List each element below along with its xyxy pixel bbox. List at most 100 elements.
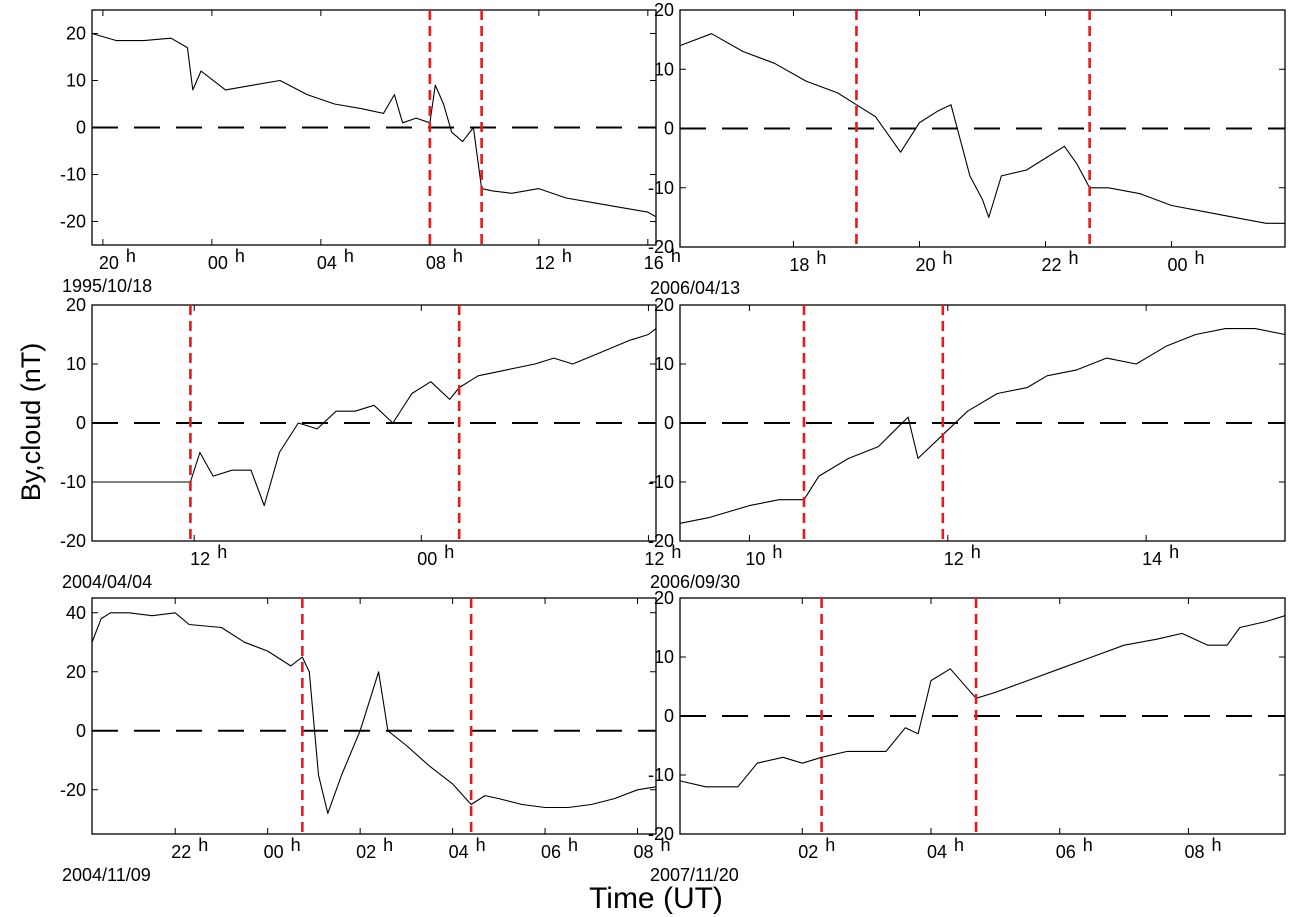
panel-2: -20 -10 0 10 20 18 h 20 h 22 h 00 h 2006/04/13 [648, 0, 1286, 298]
x-tick-unit: h [971, 542, 981, 562]
y-tick-label: 20 [66, 295, 86, 315]
x-tick-label: 22 [1042, 255, 1062, 275]
y-tick-label: 0 [76, 721, 86, 741]
x-tick-unit: h [562, 246, 572, 266]
y-tick-label: 20 [654, 295, 674, 315]
x-tick-unit: h [1195, 248, 1205, 268]
x-tick-label: 06 [541, 842, 561, 862]
y-tick-label: 10 [654, 647, 674, 667]
x-tick-label: 00 [417, 549, 437, 569]
y-tick-label: -10 [60, 165, 86, 185]
series-line [91, 612, 657, 814]
x-tick-unit: h [344, 246, 354, 266]
y-tick-label: 20 [66, 662, 86, 682]
x-tick-label: 04 [927, 842, 947, 862]
y-axis-title: By,cloud (nT) [16, 343, 46, 502]
x-tick-unit: h [772, 542, 782, 562]
x-tick-label: 10 [745, 549, 765, 569]
x-tick-label: 04 [449, 842, 469, 862]
panel-date-label: 2004/04/04 [62, 572, 152, 592]
panel-3: -20 -10 0 10 20 12 h 00 h 12 h 2004/04/04 [60, 295, 681, 592]
y-tick-label: -20 [648, 824, 674, 844]
x-tick-label: 16 [644, 253, 664, 273]
x-tick-label: 00 [264, 842, 284, 862]
y-tick-label: -20 [60, 212, 86, 232]
y-tick-label: -20 [60, 531, 86, 551]
panel-date-label: 2006/04/13 [650, 278, 740, 298]
x-tick-label: 08 [426, 253, 446, 273]
x-tick-label: 12 [535, 253, 555, 273]
x-tick-unit: h [1069, 248, 1079, 268]
x-tick-label: 18 [789, 255, 809, 275]
x-tick-label: 14 [1142, 549, 1162, 569]
panel-1: -20 -10 0 10 20 20 h 00 h 04 h 08 h 12 h 16 h 1995/10/18 [60, 9, 681, 296]
x-tick-label: 20 [915, 255, 935, 275]
x-tick-label: 12 [190, 549, 210, 569]
x-tick-unit: h [1169, 542, 1179, 562]
plot-frame [91, 597, 657, 835]
x-tick-unit: h [198, 835, 208, 855]
series-line [92, 328, 657, 507]
x-tick-unit: h [383, 835, 393, 855]
x-tick-label: 04 [317, 253, 337, 273]
x-tick-unit: h [291, 835, 301, 855]
y-tick-label: 0 [664, 706, 674, 726]
panel-6: -20 -10 0 10 20 02 h 04 h 06 h 08 h 2007/11/20 [648, 588, 1286, 885]
series-line [679, 328, 1286, 524]
y-tick-label: 40 [66, 603, 86, 623]
y-tick-label: 0 [76, 118, 86, 138]
y-tick-label: 20 [66, 24, 86, 44]
x-tick-label: 02 [798, 842, 818, 862]
x-tick-unit: h [126, 246, 136, 266]
y-tick-label: -20 [648, 237, 674, 257]
x-tick-label: 12 [644, 549, 664, 569]
x-tick-label: 02 [356, 842, 376, 862]
y-tick-label: -10 [648, 765, 674, 785]
panel-date-label: 2004/11/09 [62, 865, 151, 885]
x-tick-unit: h [954, 835, 964, 855]
x-tick-label: 08 [633, 842, 653, 862]
x-tick-label: 12 [944, 549, 964, 569]
y-tick-label: 20 [654, 588, 674, 608]
y-tick-label: 10 [654, 354, 674, 374]
y-tick-label: -20 [60, 780, 86, 800]
panel-date-label: 2007/11/20 [650, 865, 739, 885]
y-tick-label: -10 [648, 472, 674, 492]
y-tick-label: -10 [648, 178, 674, 198]
y-tick-label: 10 [66, 71, 86, 91]
x-tick-unit: h [568, 835, 578, 855]
x-tick-unit: h [444, 542, 454, 562]
series-line [679, 615, 1286, 788]
x-tick-label: 20 [99, 253, 119, 273]
x-tick-unit: h [816, 248, 826, 268]
y-tick-label: 0 [76, 413, 86, 433]
x-tick-unit: h [942, 248, 952, 268]
x-tick-unit: h [217, 542, 227, 562]
panel-date-label: 1995/10/18 [62, 276, 152, 296]
x-tick-unit: h [671, 246, 681, 266]
panel-4: -20 -10 0 10 20 10 h 12 h 14 h 2006/09/30 [648, 295, 1286, 592]
x-tick-unit: h [1083, 835, 1093, 855]
panel-5: -20 0 20 40 22 h 00 h 02 h 04 h 06 h 08 h 2004/11/09 [60, 597, 671, 885]
x-tick-unit: h [661, 835, 671, 855]
x-tick-label: 00 [1168, 255, 1188, 275]
y-tick-label: -10 [60, 472, 86, 492]
x-tick-unit: h [235, 246, 245, 266]
series-line [679, 33, 1285, 224]
x-tick-label: 08 [1184, 842, 1204, 862]
series-line [91, 32, 657, 218]
y-tick-label: 10 [66, 354, 86, 374]
x-tick-unit: h [453, 246, 463, 266]
x-tick-unit: h [825, 835, 835, 855]
y-tick-label: 20 [654, 0, 674, 20]
x-tick-label: 22 [171, 842, 191, 862]
x-axis-title: Time (UT) [589, 882, 723, 915]
x-tick-unit: h [1211, 835, 1221, 855]
y-tick-label: -20 [648, 531, 674, 551]
panel-date-label: 2006/09/30 [650, 572, 740, 592]
y-tick-label: 0 [664, 119, 674, 139]
x-tick-label: 06 [1056, 842, 1076, 862]
x-tick-unit: h [671, 542, 681, 562]
